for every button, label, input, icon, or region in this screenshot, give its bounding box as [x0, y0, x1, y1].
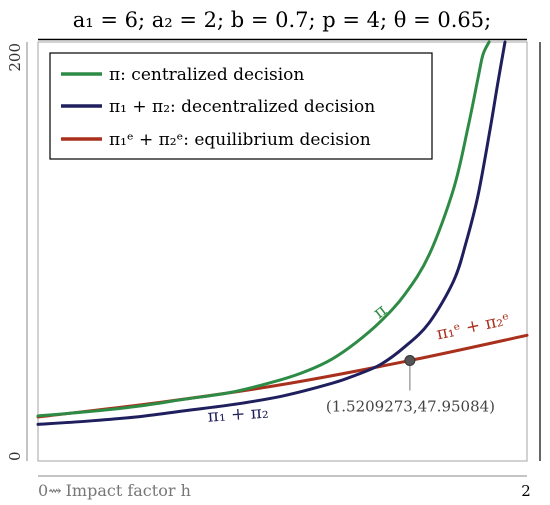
curve-label-decentralized: π₁ + π₂ — [207, 403, 269, 427]
annotation-layer: (1.5209273,47.95084) — [326, 355, 495, 416]
x-start-label: 0⇝ — [38, 481, 62, 500]
chart-title: a₁ = 6; a₂ = 2; b = 0.7; p = 4; θ = 0.65… — [73, 8, 491, 32]
annotation-label: (1.5209273,47.95084) — [326, 398, 495, 416]
x-axis-label: 0⇝ Impact factor h — [38, 481, 191, 500]
legend-entry-centralized: π: centralized decision — [109, 65, 304, 85]
series-line-decentralized — [36, 40, 507, 426]
series-layer — [36, 40, 529, 426]
x-axis-title: Impact factor h — [66, 481, 191, 500]
curve-label-centralized: π — [370, 300, 391, 323]
intersection-point — [404, 355, 416, 367]
legend-entry-equilibrium: π₁ᵉ + π₂ᵉ: equilibrium decision — [109, 130, 371, 150]
x-tick-label: 2 — [521, 482, 531, 500]
plot-frame — [37, 41, 528, 462]
y-tick-label: 0 — [6, 451, 24, 461]
legend: π: centralized decision π₁ + π₂: decentr… — [49, 52, 433, 160]
y-tick-label: 200 — [6, 43, 24, 72]
curve-label-equilibrium: π₁ᵉ + π₂ᵉ — [435, 309, 512, 344]
series-line-centralized — [36, 40, 491, 418]
legend-entry-decentralized: π₁ + π₂: decentralized decision — [109, 97, 375, 117]
legend-box — [49, 52, 433, 160]
